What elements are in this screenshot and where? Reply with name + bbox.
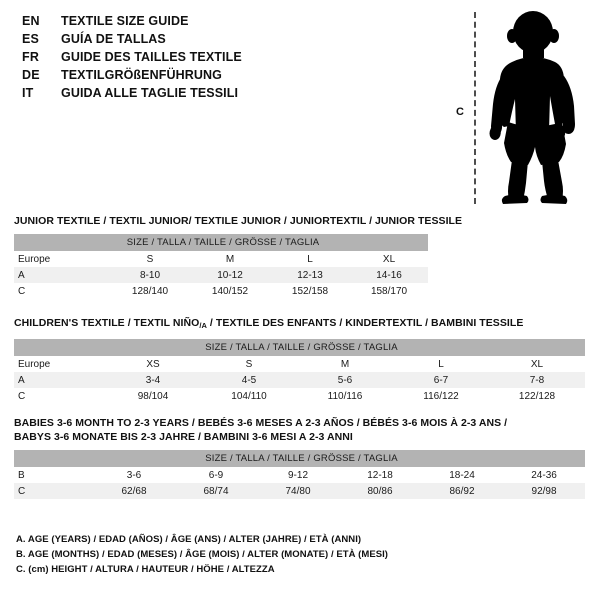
- children-cell-c-1: 104/110: [201, 388, 297, 404]
- junior-cell-a-1: 10-12: [190, 267, 270, 283]
- babies-row-label-c: C: [14, 483, 93, 499]
- babies-table-band-label: SIZE / TALLA / TAILLE / GRÖSSE / TAGLIA: [14, 450, 586, 467]
- children-cell-europe-3: L: [393, 356, 489, 372]
- junior-cell-a-0: 8-10: [110, 267, 190, 283]
- table-row: Europe S M L XL: [14, 251, 429, 267]
- language-title-en: TEXTILE SIZE GUIDE: [61, 14, 189, 28]
- children-cell-a-3: 6-7: [393, 372, 489, 388]
- junior-cell-c-3: 158/170: [350, 283, 429, 299]
- junior-cell-europe-1: M: [190, 251, 270, 267]
- language-title-it: GUIDA ALLE TAGLIE TESSILI: [61, 86, 239, 100]
- table-row: A 3-4 4-5 5-6 6-7 7-8: [14, 372, 586, 388]
- height-measure-label: C: [456, 106, 464, 118]
- language-title-block: EN TEXTILE SIZE GUIDE ES GUÍA DE TALLAS …: [22, 12, 322, 102]
- language-code-it: IT: [22, 86, 34, 100]
- language-code-de: DE: [22, 68, 40, 82]
- language-row-fr: FR GUIDE DES TAILLES TEXTILE: [22, 48, 322, 66]
- toddler-silhouette-icon: [484, 10, 584, 206]
- height-dashed-line-icon: [474, 12, 476, 204]
- babies-cell-b-3: 12-18: [339, 467, 421, 483]
- children-cell-c-3: 116/122: [393, 388, 489, 404]
- children-row-label-a: A: [14, 372, 105, 388]
- table-row: C 128/140 140/152 152/158 158/170: [14, 283, 429, 299]
- children-size-table-block: CHILDREN'S TEXTILE / TEXTIL NIÑO/A / TEX…: [14, 316, 586, 404]
- babies-cell-b-5: 24-36: [503, 467, 586, 483]
- junior-cell-c-1: 140/152: [190, 283, 270, 299]
- language-row-es: ES GUÍA DE TALLAS: [22, 30, 322, 48]
- language-code-fr: FR: [22, 50, 40, 64]
- legend-block: A. AGE (YEARS) / EDAD (AÑOS) / ÂGE (ANS)…: [16, 532, 576, 577]
- language-code-en: EN: [22, 14, 40, 28]
- babies-cell-b-0: 3-6: [93, 467, 175, 483]
- junior-row-label-a: A: [14, 267, 110, 283]
- language-row-en: EN TEXTILE SIZE GUIDE: [22, 12, 322, 30]
- junior-cell-europe-2: L: [270, 251, 350, 267]
- babies-size-table-block: BABIES 3-6 MONTH TO 2-3 YEARS / BEBÉS 3-…: [14, 416, 586, 499]
- children-cell-a-0: 3-4: [105, 372, 201, 388]
- children-cell-a-2: 5-6: [297, 372, 393, 388]
- children-heading-prefix: CHILDREN'S TEXTILE / TEXTIL NIÑO: [14, 317, 200, 329]
- children-cell-europe-2: M: [297, 356, 393, 372]
- children-cell-europe-4: XL: [489, 356, 586, 372]
- children-cell-europe-0: XS: [105, 356, 201, 372]
- language-code-es: ES: [22, 32, 40, 46]
- children-cell-europe-1: S: [201, 356, 297, 372]
- children-heading-suffix: / TEXTILE DES ENFANTS / KINDERTEXTIL / B…: [206, 317, 524, 329]
- children-cell-c-0: 98/104: [105, 388, 201, 404]
- junior-cell-europe-3: XL: [350, 251, 429, 267]
- children-cell-c-4: 122/128: [489, 388, 586, 404]
- babies-cell-c-5: 92/98: [503, 483, 586, 499]
- children-size-table: SIZE / TALLA / TAILLE / GRÖSSE / TAGLIA …: [14, 339, 586, 404]
- language-title-de: TEXTILGRÖßENFÜHRUNG: [61, 68, 222, 82]
- table-row: A 8-10 10-12 12-13 14-16: [14, 267, 429, 283]
- junior-table-band-row: SIZE / TALLA / TAILLE / GRÖSSE / TAGLIA: [14, 234, 429, 251]
- children-table-heading: CHILDREN'S TEXTILE / TEXTIL NIÑO/A / TEX…: [14, 316, 585, 333]
- language-title-es: GUÍA DE TALLAS: [61, 32, 166, 46]
- height-measurement-figure: C: [440, 8, 600, 208]
- junior-cell-europe-0: S: [110, 251, 190, 267]
- children-row-label-europe: Europe: [14, 356, 105, 372]
- language-title-fr: GUIDE DES TAILLES TEXTILE: [61, 50, 242, 64]
- children-row-label-c: C: [14, 388, 105, 404]
- language-row-it: IT GUIDA ALLE TAGLIE TESSILI: [22, 84, 322, 102]
- table-row: C 62/68 68/74 74/80 80/86 86/92 92/98: [14, 483, 586, 499]
- children-cell-c-2: 110/116: [297, 388, 393, 404]
- junior-cell-c-0: 128/140: [110, 283, 190, 299]
- children-heading-sub: /A: [199, 321, 207, 330]
- babies-cell-c-2: 74/80: [257, 483, 339, 499]
- babies-cell-c-4: 86/92: [421, 483, 503, 499]
- babies-cell-c-0: 62/68: [93, 483, 175, 499]
- junior-row-label-europe: Europe: [14, 251, 110, 267]
- children-table-band-label: SIZE / TALLA / TAILLE / GRÖSSE / TAGLIA: [14, 339, 586, 356]
- junior-cell-a-3: 14-16: [350, 267, 429, 283]
- babies-cell-c-3: 80/86: [339, 483, 421, 499]
- babies-cell-b-1: 6-9: [175, 467, 257, 483]
- junior-row-label-c: C: [14, 283, 110, 299]
- children-table-band-row: SIZE / TALLA / TAILLE / GRÖSSE / TAGLIA: [14, 339, 586, 356]
- legend-line-b: B. AGE (MONTHS) / EDAD (MESES) / ÂGE (MO…: [16, 549, 389, 560]
- junior-cell-a-2: 12-13: [270, 267, 350, 283]
- table-row: Europe XS S M L XL: [14, 356, 586, 372]
- table-row: C 98/104 104/110 110/116 116/122 122/128: [14, 388, 586, 404]
- language-row-de: DE TEXTILGRÖßENFÜHRUNG: [22, 66, 322, 84]
- junior-size-table-block: JUNIOR TEXTILE / TEXTIL JUNIOR/ TEXTILE …: [14, 214, 463, 299]
- babies-table-band-row: SIZE / TALLA / TAILLE / GRÖSSE / TAGLIA: [14, 450, 586, 467]
- junior-table-band-label: SIZE / TALLA / TAILLE / GRÖSSE / TAGLIA: [14, 234, 429, 251]
- babies-cell-b-2: 9-12: [257, 467, 339, 483]
- babies-cell-c-1: 68/74: [175, 483, 257, 499]
- babies-table-heading-line1: BABIES 3-6 MONTH TO 2-3 YEARS / BEBÉS 3-…: [14, 417, 508, 429]
- table-row: B 3-6 6-9 9-12 12-18 18-24 24-36: [14, 467, 586, 483]
- legend-line-a: A. AGE (YEARS) / EDAD (AÑOS) / ÂGE (ANS)…: [16, 534, 362, 545]
- junior-table-heading: JUNIOR TEXTILE / TEXTIL JUNIOR/ TEXTILE …: [14, 215, 463, 227]
- babies-table-heading-line2: BABYS 3-6 MONATE BIS 2-3 JAHRE / BAMBINI…: [14, 431, 353, 443]
- junior-size-table: SIZE / TALLA / TAILLE / GRÖSSE / TAGLIA …: [14, 234, 429, 299]
- children-cell-a-4: 7-8: [489, 372, 586, 388]
- children-cell-a-1: 4-5: [201, 372, 297, 388]
- babies-row-label-b: B: [14, 467, 93, 483]
- junior-cell-c-2: 152/158: [270, 283, 350, 299]
- babies-cell-b-4: 18-24: [421, 467, 503, 483]
- babies-size-table: SIZE / TALLA / TAILLE / GRÖSSE / TAGLIA …: [14, 450, 586, 499]
- legend-line-c: C. (cm) HEIGHT / ALTURA / HAUTEUR / HÖHE…: [16, 564, 275, 575]
